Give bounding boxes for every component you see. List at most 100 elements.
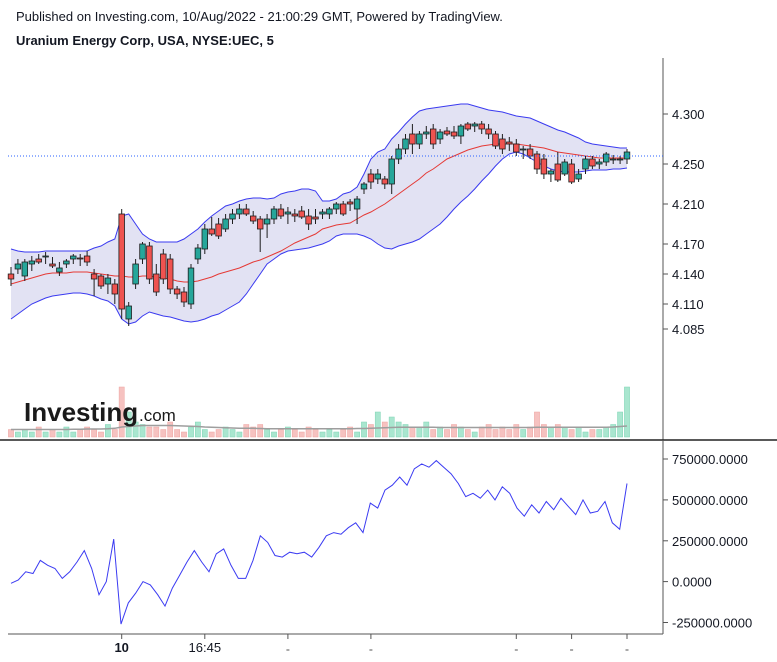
volume-bar bbox=[278, 429, 284, 438]
volume-bar bbox=[554, 424, 561, 438]
volume-bar bbox=[56, 431, 63, 438]
candle-down bbox=[485, 128, 492, 135]
volume-bar bbox=[208, 431, 215, 438]
time-axis: 10 16:45 bbox=[114, 634, 629, 655]
volume-bar bbox=[63, 426, 70, 438]
volume-bar bbox=[21, 429, 28, 438]
volume-bar bbox=[492, 429, 499, 438]
time-tick-label: 10 bbox=[114, 640, 128, 655]
candle-down bbox=[49, 263, 56, 267]
volume-bar bbox=[298, 431, 305, 438]
volume-bar bbox=[575, 426, 582, 438]
price-axis: 4.300 4.250 4.210 4.170 4.140 4.110 4.085 bbox=[663, 107, 705, 337]
candle-up bbox=[222, 218, 229, 230]
volume-bar bbox=[271, 431, 277, 438]
volume-bar bbox=[513, 424, 520, 438]
bollinger-band bbox=[10, 103, 628, 325]
candle-down bbox=[256, 218, 264, 230]
volume-bar bbox=[610, 424, 617, 438]
price-tick-label: 4.210 bbox=[672, 197, 705, 212]
candle-up bbox=[263, 218, 271, 225]
volume-bar bbox=[354, 431, 360, 438]
volume-bar bbox=[264, 429, 270, 438]
candle-up bbox=[187, 267, 195, 305]
volume-bar bbox=[368, 424, 374, 438]
candle-down bbox=[35, 258, 42, 263]
volume-bars bbox=[8, 386, 630, 438]
candle-down bbox=[499, 138, 506, 150]
candle-up bbox=[575, 173, 582, 180]
volume-bar bbox=[229, 429, 236, 438]
osc-tick-label: 500000.0000 bbox=[672, 493, 748, 508]
volume-bar bbox=[437, 426, 443, 438]
candle-up bbox=[395, 148, 402, 160]
volume-bar bbox=[416, 426, 423, 438]
volume-bar bbox=[319, 431, 326, 438]
volume-bar bbox=[125, 411, 132, 438]
volume-bar bbox=[243, 424, 250, 438]
volume-bar bbox=[624, 386, 630, 438]
volume-bar bbox=[506, 429, 513, 438]
candle-down bbox=[208, 228, 215, 235]
volume-bar bbox=[167, 421, 174, 438]
candle-down bbox=[492, 133, 499, 147]
volume-ma-line bbox=[11, 424, 628, 431]
investing-logo: Investing .com bbox=[24, 397, 176, 427]
candle-up bbox=[132, 263, 139, 285]
volume-bar bbox=[8, 429, 14, 438]
volume-bar bbox=[582, 431, 589, 438]
candle-up bbox=[319, 211, 326, 215]
volume-bar bbox=[451, 424, 457, 438]
candle-up bbox=[610, 158, 617, 161]
candle-down bbox=[305, 215, 312, 225]
volume-bar bbox=[139, 424, 146, 438]
volume-bar bbox=[215, 429, 222, 438]
candle-down bbox=[160, 253, 167, 280]
oscillator-panel: 750000.0000 500000.0000 250000.0000 0.0000 -… bbox=[10, 452, 752, 631]
candle-up bbox=[201, 228, 208, 250]
volume-bar bbox=[201, 429, 208, 438]
candle-down bbox=[450, 131, 458, 137]
volume-bar bbox=[534, 411, 540, 438]
volume-bar bbox=[561, 426, 568, 438]
candle-down bbox=[77, 257, 84, 260]
candle-up bbox=[63, 260, 70, 265]
volume-bar bbox=[471, 431, 478, 438]
candle-down bbox=[180, 291, 188, 303]
volume-bar bbox=[548, 426, 554, 438]
candle-up bbox=[360, 183, 368, 190]
volume-bar bbox=[617, 411, 623, 438]
candle-up bbox=[194, 247, 202, 260]
volume-bar bbox=[181, 431, 187, 438]
osc-tick-label: 750000.0000 bbox=[672, 452, 748, 467]
candle-up bbox=[520, 148, 527, 151]
volume-bar bbox=[174, 429, 180, 438]
volume-bar bbox=[285, 426, 291, 438]
volume-bar bbox=[118, 386, 125, 438]
osc-tick-label: 0.0000 bbox=[672, 575, 712, 590]
volume-bar bbox=[146, 426, 153, 438]
candle-up bbox=[616, 158, 624, 161]
volume-bar bbox=[444, 429, 450, 438]
candle-down bbox=[464, 123, 471, 130]
candle-up bbox=[333, 203, 340, 210]
volume-bar bbox=[347, 426, 353, 438]
candle-down bbox=[506, 141, 513, 145]
candle-up bbox=[416, 133, 423, 145]
candle-down bbox=[90, 273, 98, 280]
candle-down bbox=[83, 255, 91, 263]
candle-down bbox=[381, 178, 388, 185]
volume-bar bbox=[340, 429, 347, 438]
candle-down bbox=[367, 173, 375, 183]
volume-bar bbox=[485, 424, 492, 438]
candle-up bbox=[596, 161, 603, 165]
candle-down bbox=[568, 163, 575, 183]
candle-up bbox=[326, 208, 333, 215]
volume-bar bbox=[478, 426, 485, 438]
volume-bar bbox=[132, 421, 139, 438]
volume-bar bbox=[42, 431, 49, 438]
price-tick-label: 4.085 bbox=[672, 322, 705, 337]
price-tick-label: 4.300 bbox=[672, 107, 705, 122]
candle-up bbox=[139, 243, 146, 260]
volume-bar bbox=[291, 429, 298, 438]
